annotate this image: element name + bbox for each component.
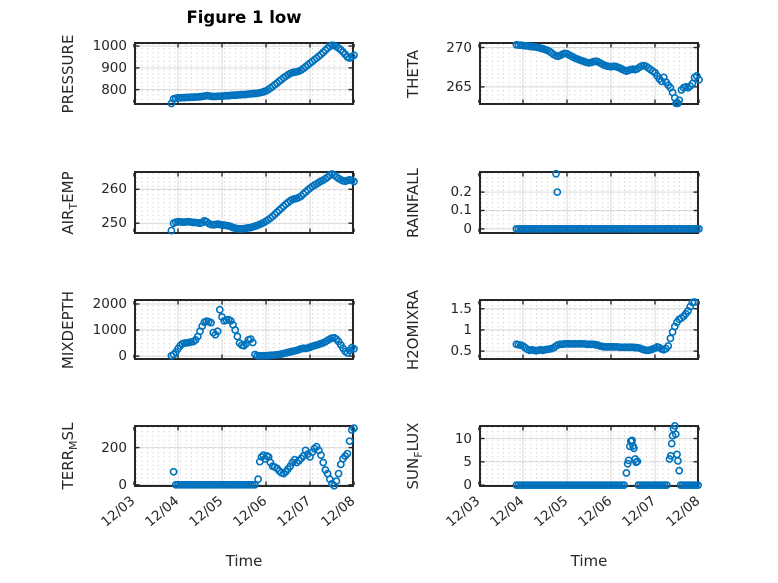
y-axis-label-PRESSURE: PRESSURE [59, 34, 77, 113]
y-axis-label-THETA: THETA [404, 49, 422, 98]
y-tick-label: 5 [463, 453, 472, 470]
data-markers [167, 170, 358, 235]
y-tick-label: 250 [101, 215, 127, 232]
data-markers [512, 169, 703, 233]
plot-area-THETA [478, 40, 703, 108]
axes-border [134, 299, 354, 360]
plot-area-MIXDEPTH [133, 299, 358, 360]
data-markers [169, 424, 358, 490]
plot-area-AIR_TEMP [133, 170, 358, 235]
y-tick-label: 1.5 [450, 300, 472, 317]
y-tick-label: 2000 [92, 295, 127, 312]
y-tick-label: 260 [101, 181, 127, 198]
y-tick-label: 10 [454, 430, 472, 447]
minor-grid [481, 173, 697, 232]
y-tick-label: 1000 [92, 38, 127, 55]
plot-area-RAINFALL [478, 169, 703, 234]
plot-area-SUN_FLUX [478, 422, 702, 489]
major-grid [481, 301, 697, 358]
axes-border [134, 171, 354, 234]
major-grid [136, 44, 352, 103]
y-tick-label: 0 [118, 348, 127, 365]
x-tick-label: 12/08 [318, 493, 359, 531]
tick-marks [478, 44, 700, 103]
y-axis-label-H2OMIXRA: H2OMIXRA [404, 289, 422, 370]
x-tick-label: 12/06 [575, 493, 616, 531]
axes-border [479, 171, 699, 234]
y-tick-label: 0.2 [450, 184, 472, 201]
x-tick-label: 12/05 [531, 493, 572, 531]
x-tick-label: 12/03 [443, 493, 484, 531]
plot-area-H2OMIXRA [478, 298, 700, 360]
y-tick-label: 0.5 [450, 343, 472, 360]
y-axis-label-AIR_TEMP: AIRTEMP [59, 170, 80, 235]
y-axis-label-MIXDEPTH: MIXDEPTH [59, 290, 77, 369]
minor-grid [481, 427, 697, 485]
data-markers [512, 298, 699, 355]
axes-border [134, 42, 354, 105]
y-axis-label-TERR_MSL: TERRMSL [59, 422, 80, 490]
tick-marks [133, 173, 355, 232]
x-tick-label: 12/03 [98, 493, 139, 531]
y-tick-label: 800 [101, 81, 127, 98]
data-markers [167, 305, 358, 360]
minor-grid [481, 44, 697, 103]
x-axis-label-right: Time [570, 552, 608, 570]
y-tick-label: 1 [463, 321, 472, 338]
x-tick-label: 12/08 [663, 493, 704, 531]
plot-area-PRESSURE [133, 41, 358, 108]
x-tick-label: 12/04 [142, 493, 183, 531]
tick-marks [133, 44, 355, 103]
y-tick-label: 200 [101, 439, 127, 456]
plot-area-TERR_MSL [133, 424, 358, 490]
x-tick-label: 12/07 [274, 493, 315, 531]
y-tick-label: 1000 [92, 322, 127, 339]
y-axis-label-SUN_FLUX: SUNFLUX [404, 422, 425, 490]
x-tick-label: 12/04 [487, 493, 528, 531]
y-tick-label: 270 [446, 39, 472, 56]
y-tick-label: 900 [101, 59, 127, 76]
x-tick-label: 12/05 [186, 493, 227, 531]
y-tick-label: 0.1 [450, 202, 472, 219]
axes-border [479, 299, 699, 360]
x-tick-label: 12/06 [230, 493, 271, 531]
figure-title: Figure 1 low [186, 8, 302, 27]
y-tick-label: 0 [118, 476, 127, 493]
x-tick-label: 12/07 [619, 493, 660, 531]
y-tick-label: 0 [463, 477, 472, 494]
data-markers [167, 41, 358, 108]
y-axis-label-RAINFALL: RAINFALL [404, 167, 422, 238]
minor-grid [136, 427, 352, 485]
data-markers [512, 40, 703, 108]
data-markers [512, 422, 702, 489]
y-tick-label: 0 [463, 220, 472, 237]
y-tick-label: 265 [446, 78, 472, 95]
x-axis-label-left: Time [225, 552, 263, 570]
tick-marks [478, 301, 700, 358]
